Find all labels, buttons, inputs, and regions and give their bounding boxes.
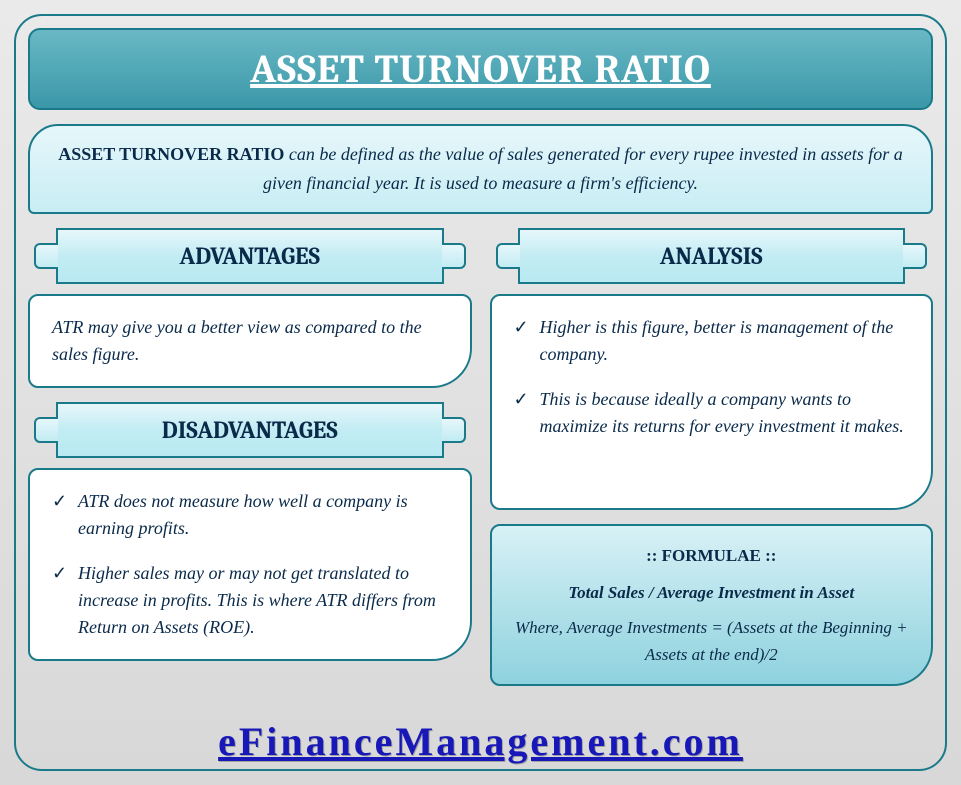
list-item: Higher sales may or may not get translat… bbox=[52, 560, 448, 641]
list-item: Higher is this figure, better is managem… bbox=[514, 314, 910, 368]
disadvantages-box: ATR does not measure how well a company … bbox=[28, 468, 472, 661]
title-bar: ASSET TURNOVER RATIO bbox=[28, 28, 933, 110]
disadvantages-header: DISADVANTAGES bbox=[56, 402, 444, 458]
left-column: ADVANTAGES ATR may give you a better vie… bbox=[28, 228, 472, 687]
footer-logo: eFinanceManagement.com bbox=[16, 718, 945, 765]
definition-text: can be defined as the value of sales gen… bbox=[263, 144, 903, 193]
infographic-frame: ASSET TURNOVER RATIO ASSET TURNOVER RATI… bbox=[14, 14, 947, 771]
analysis-header: ANALYSIS bbox=[518, 228, 906, 284]
page-title: ASSET TURNOVER RATIO bbox=[30, 46, 931, 92]
formula-label: :: FORMULAE :: bbox=[512, 542, 912, 569]
formula-box: :: FORMULAE :: Total Sales / Average Inv… bbox=[490, 524, 934, 687]
list-item: ATR does not measure how well a company … bbox=[52, 488, 448, 542]
advantages-text: ATR may give you a better view as compar… bbox=[52, 317, 422, 364]
list-item: This is because ideally a company wants … bbox=[514, 386, 910, 440]
advantages-box: ATR may give you a better view as compar… bbox=[28, 294, 472, 388]
analysis-box: Higher is this figure, better is managem… bbox=[490, 294, 934, 510]
columns: ADVANTAGES ATR may give you a better vie… bbox=[28, 228, 933, 687]
definition-term: ASSET TURNOVER RATIO bbox=[58, 144, 284, 164]
formula-equation: Total Sales / Average Investment in Asse… bbox=[512, 579, 912, 606]
right-column: ANALYSIS Higher is this figure, better i… bbox=[490, 228, 934, 687]
definition-box: ASSET TURNOVER RATIO can be defined as t… bbox=[28, 124, 933, 214]
advantages-header: ADVANTAGES bbox=[56, 228, 444, 284]
formula-where: Where, Average Investments = (Assets at … bbox=[512, 614, 912, 668]
